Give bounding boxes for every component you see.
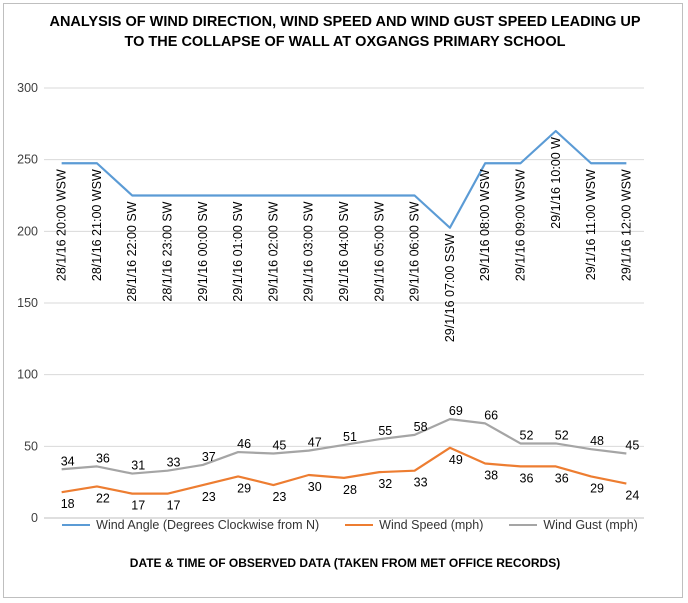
series-line — [61, 446, 627, 495]
angle-point-label: 29/1/16 05:00 SW — [372, 201, 386, 301]
speed-data-label: 18 — [61, 497, 75, 511]
speed-data-label: 24 — [625, 489, 639, 503]
speed-data-label: 22 — [96, 491, 110, 505]
legend-swatch — [62, 524, 91, 526]
legend: Wind Angle (Degrees Clockwise from N) Win… — [50, 518, 650, 532]
angle-point-label: 28/1/16 20:00 WSW — [55, 169, 69, 281]
gust-data-label: 31 — [131, 459, 145, 473]
speed-data-label: 23 — [272, 490, 286, 504]
legend-item: Wind Speed (mph) — [345, 518, 483, 532]
gust-data-label: 51 — [343, 430, 357, 444]
gust-data-label: 55 — [378, 424, 392, 438]
speed-data-label: 49 — [449, 453, 463, 467]
gust-data-label: 36 — [96, 451, 110, 465]
speed-data-label: 36 — [555, 471, 569, 485]
speed-data-label: 29 — [590, 481, 604, 495]
angle-point-label: 29/1/16 11:00 WSW — [584, 169, 598, 280]
angle-point-label: 29/1/16 08:00 WSW — [478, 169, 492, 281]
speed-data-label: 29 — [237, 481, 251, 495]
legend-item: Wind Gust (mph) — [509, 518, 638, 532]
angle-point-label: 29/1/16 10:00 W — [549, 137, 563, 229]
gust-data-label: 37 — [202, 450, 216, 464]
gust-data-label: 48 — [590, 434, 604, 448]
gust-data-label: 45 — [272, 439, 286, 453]
gust-data-label: 34 — [61, 454, 75, 468]
angle-point-label: 29/1/16 12:00 WSW — [619, 169, 633, 281]
gust-data-label: 66 — [484, 408, 498, 422]
angle-point-label: 29/1/16 04:00 SW — [337, 201, 351, 301]
angle-point-label: 29/1/16 02:00 SW — [266, 201, 280, 301]
y-tick-label: 0 — [31, 511, 38, 525]
legend-label: Wind Speed (mph) — [379, 518, 484, 532]
y-tick-label: 50 — [24, 439, 38, 453]
gust-data-label: 58 — [414, 420, 428, 434]
speed-data-label: 23 — [202, 490, 216, 504]
speed-data-label: 32 — [378, 477, 392, 491]
y-tick-label: 100 — [17, 368, 38, 382]
legend-item: Wind Angle (Degrees Clockwise from N) — [62, 518, 319, 532]
angle-point-label: 28/1/16 21:00 WSW — [90, 169, 104, 281]
y-tick-label: 150 — [17, 296, 38, 310]
y-tick-label: 250 — [17, 153, 38, 167]
y-tick-label: 300 — [17, 81, 38, 95]
angle-point-label: 29/1/16 07:00 SSW — [443, 234, 457, 343]
angle-point-label: 28/1/16 22:00 SW — [125, 201, 139, 301]
chart-frame — [3, 3, 683, 598]
angle-point-label: 29/1/16 06:00 SW — [408, 201, 422, 301]
speed-data-label: 28 — [343, 483, 357, 497]
speed-data-label: 33 — [414, 476, 428, 490]
gust-data-label: 69 — [449, 404, 463, 418]
speed-data-label: 30 — [308, 480, 322, 494]
angle-point-label: 29/1/16 00:00 SW — [196, 201, 210, 301]
gust-data-label: 52 — [520, 428, 534, 442]
speed-data-label: 38 — [484, 469, 498, 483]
legend-label: Wind Gust (mph) — [543, 518, 638, 532]
x-axis-label: DATE & TIME OF OBSERVED DATA (TAKEN FROM… — [129, 556, 561, 570]
chart-title: ANALYSIS OF WIND DIRECTION, WIND SPEED A… — [49, 14, 641, 50]
speed-data-label: 36 — [520, 471, 534, 485]
legend-swatch — [345, 524, 374, 526]
gust-data-label: 46 — [237, 437, 251, 451]
speed-data-label: 17 — [167, 499, 181, 513]
gust-data-label: 45 — [625, 439, 639, 453]
angle-point-label: 29/1/16 03:00 SW — [302, 201, 316, 301]
series-line — [61, 418, 627, 475]
angle-point-label: 28/1/16 23:00 SW — [161, 201, 175, 301]
angle-point-label: 29/1/16 09:00 WSW — [513, 169, 527, 281]
legend-label: Wind Angle (Degrees Clockwise from N) — [96, 518, 320, 532]
legend-swatch — [509, 524, 538, 526]
gust-data-label: 47 — [308, 436, 322, 450]
gust-data-label: 52 — [555, 428, 569, 442]
gust-data-label: 33 — [167, 456, 181, 470]
series-line — [61, 129, 627, 229]
speed-data-label: 17 — [131, 499, 145, 513]
angle-point-label: 29/1/16 01:00 SW — [231, 201, 245, 301]
y-tick-label: 200 — [17, 224, 38, 238]
